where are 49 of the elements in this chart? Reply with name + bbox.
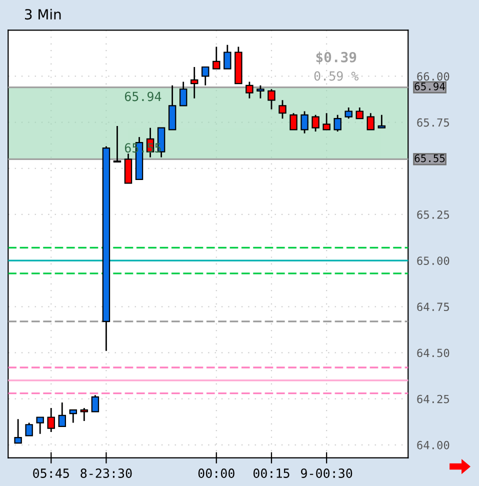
- y-tick-label: 64.25: [417, 394, 449, 404]
- chart-title: 3 Min: [25, 8, 61, 20]
- x-tick-label: 00:15: [253, 468, 290, 478]
- candlestick: [246, 81, 254, 100]
- candlestick: [344, 106, 352, 120]
- ref-line-label: 65.94: [414, 82, 445, 90]
- candlestick: [322, 112, 330, 130]
- y-tick-label: 65.00: [417, 256, 450, 265]
- candlestick: [47, 407, 55, 433]
- candlestick: [290, 112, 298, 130]
- candlestick: [224, 44, 232, 70]
- candlestick: [378, 114, 386, 129]
- candlestick: [356, 106, 364, 120]
- candlestick: [202, 66, 210, 86]
- y-tick-label: 65.75: [417, 118, 449, 127]
- candlestick: [212, 46, 220, 70]
- y-tick-label: 64.00: [417, 440, 450, 450]
- x-tick-label: 9-00:30: [301, 468, 352, 478]
- x-tick-label: 00:00: [198, 468, 234, 478]
- y-tick-label: 64.75: [417, 302, 449, 312]
- x-tick-label: 05:45: [33, 468, 69, 478]
- candlestick: [91, 394, 100, 412]
- annotation: 65.94: [124, 92, 162, 102]
- candlestick: [25, 422, 33, 436]
- candlestick: [334, 114, 342, 132]
- candlestick: [36, 416, 44, 435]
- x-tick-label: 8-23:30: [80, 468, 132, 478]
- ref-line-label: 65.55: [414, 154, 445, 162]
- candlestick: [124, 152, 132, 184]
- candlestick: [69, 409, 78, 424]
- annotation: 65.55: [124, 143, 161, 153]
- candlestick: [168, 84, 176, 130]
- annotation: $0.39: [316, 52, 356, 64]
- candlestick: [300, 110, 308, 134]
- candlestick: [256, 84, 264, 100]
- candlestick: [113, 125, 122, 163]
- candlestick: [58, 402, 66, 428]
- candlestick: [366, 112, 375, 130]
- candlestick: [80, 407, 88, 422]
- annotation: 0.59 %: [314, 71, 358, 81]
- y-tick-label: 64.50: [417, 348, 450, 358]
- y-tick-label: 66.00: [417, 72, 450, 81]
- y-tick-label: 65.25: [417, 210, 449, 219]
- candlestick: [268, 88, 276, 110]
- candlestick: [179, 81, 188, 106]
- candlestick: [278, 99, 286, 120]
- candlestick: [14, 418, 22, 444]
- candlestick: [190, 66, 198, 100]
- candlestick: [312, 114, 320, 132]
